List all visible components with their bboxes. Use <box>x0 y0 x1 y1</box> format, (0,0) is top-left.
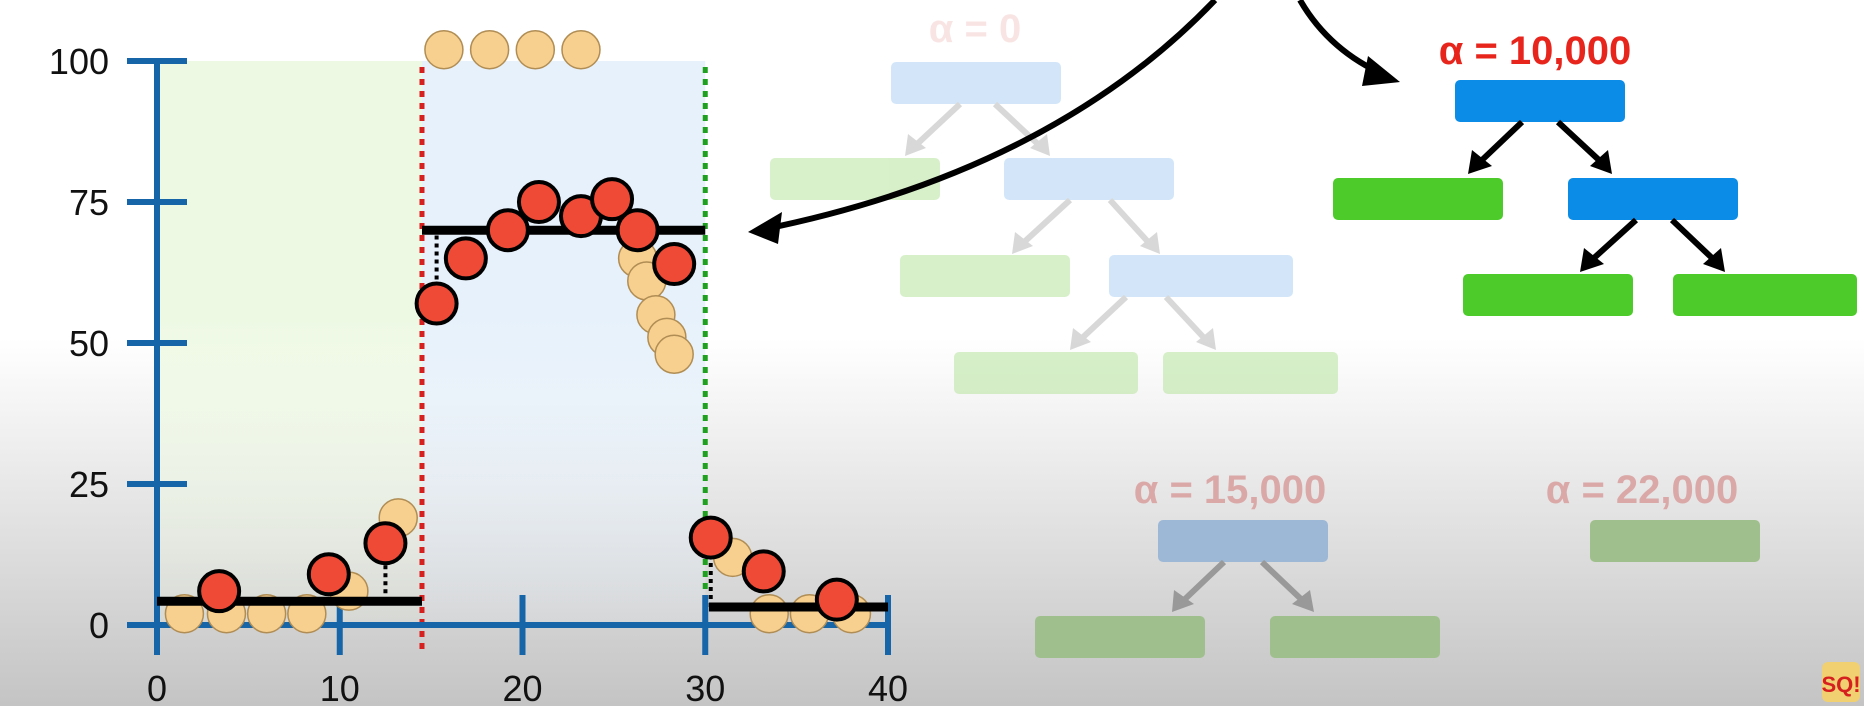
tree-node <box>1568 178 1738 220</box>
prediction-point <box>414 281 459 326</box>
x-tick-label: 0 <box>147 668 167 706</box>
tree-leaf <box>1270 616 1440 658</box>
prediction-point <box>485 208 530 253</box>
arrow-to-chart <box>759 0 1218 233</box>
data-point <box>749 593 789 634</box>
tree-alpha-10000-edges <box>1478 119 1715 261</box>
tree-node <box>1004 158 1174 200</box>
x-tick-label: 20 <box>502 668 542 706</box>
y-tick-label: 0 <box>89 605 109 646</box>
tree-alpha-0-arrowheads <box>905 134 1216 350</box>
tree-leaf <box>1333 178 1503 220</box>
tree-leaf <box>1163 352 1338 394</box>
prediction-point <box>615 208 660 253</box>
tree-leaf <box>1035 616 1205 658</box>
tree-leaf <box>770 158 940 200</box>
threshold-lines <box>419 67 708 653</box>
pointer-arrowheads <box>748 56 1400 244</box>
data-point <box>654 334 694 375</box>
channel-logo: SQ! <box>1821 662 1861 702</box>
prediction-point <box>814 577 859 622</box>
tree-alpha-15000-label: α = 15,000 <box>1134 468 1327 512</box>
y-tick-label: 100 <box>49 41 109 82</box>
x-tick-label: 10 <box>320 668 360 706</box>
y-tick-label: 25 <box>69 464 109 505</box>
prediction-point <box>197 569 242 614</box>
prediction-point <box>306 552 351 597</box>
data-point <box>561 29 601 70</box>
chart-regions <box>157 61 706 625</box>
tree-node <box>1455 80 1625 122</box>
prediction-point <box>741 549 786 594</box>
tree-alpha-22000-label: α = 22,000 <box>1546 468 1739 512</box>
tree-alpha-15000-edges <box>1181 559 1305 603</box>
prediction-point <box>652 242 697 287</box>
tick-labels: 0 25 50 75 100 0 10 20 30 40 <box>49 41 908 706</box>
tree-leaf <box>1590 520 1760 562</box>
tree-leaf <box>1673 274 1857 316</box>
tree-node <box>1109 255 1293 297</box>
tree-node <box>891 62 1061 104</box>
prediction-point <box>443 236 488 281</box>
prediction-point <box>516 180 561 224</box>
y-tick-label: 50 <box>69 323 109 364</box>
tree-leaf <box>900 255 1070 297</box>
prediction-point <box>363 521 408 566</box>
prediction-point <box>688 515 733 560</box>
tree-node <box>1158 520 1328 562</box>
tree-alpha-10000-arrowheads <box>1468 150 1725 272</box>
tree-alpha-22000: α = 22,000 <box>1546 468 1760 562</box>
prediction-point <box>590 177 635 222</box>
tree-leaf <box>1463 274 1633 316</box>
tree-alpha-0-edges <box>912 101 1209 343</box>
data-point <box>469 29 510 70</box>
tree-alpha-0-label: α = 0 <box>929 7 1021 51</box>
tree-alpha-0: α = 0 <box>770 7 1338 394</box>
prediction-points <box>197 177 859 622</box>
data-point <box>424 29 464 70</box>
tree-alpha-10000-label: α = 10,000 <box>1439 29 1632 73</box>
tree-alpha-15000: α = 15,000 <box>1035 468 1440 658</box>
tree-alpha-10000: α = 10,000 <box>1333 29 1857 316</box>
y-tick-label: 75 <box>69 182 109 223</box>
x-tick-label: 30 <box>685 668 725 706</box>
data-point <box>515 29 556 70</box>
svg-text:SQ!: SQ! <box>1821 672 1860 697</box>
tree-leaf <box>954 352 1138 394</box>
x-tick-label: 40 <box>868 668 908 706</box>
tree-alpha-15000-arrowheads <box>1172 590 1314 612</box>
